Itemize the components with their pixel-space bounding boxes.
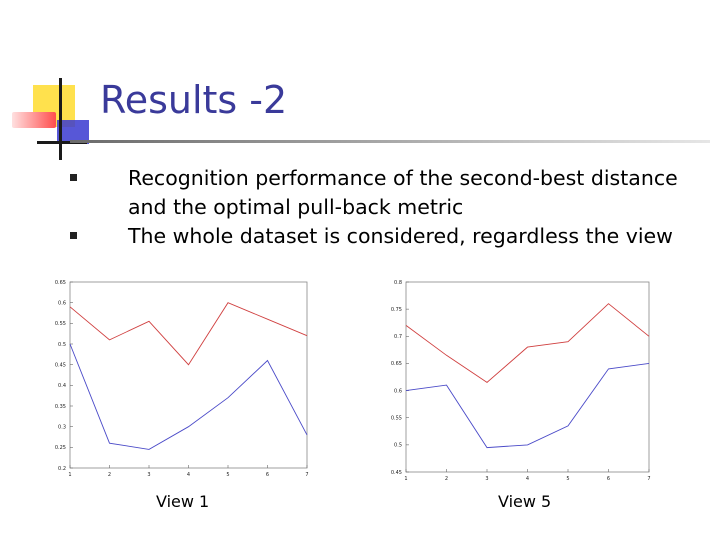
y-tick-label: 0.35 xyxy=(55,404,66,410)
title-underline xyxy=(70,140,710,143)
deco-horizontal-line xyxy=(37,141,87,144)
y-tick-label: 0.65 xyxy=(55,280,66,286)
y-tick-label: 0.7 xyxy=(394,334,402,340)
chart-caption-view-5: View 5 xyxy=(498,492,552,511)
x-tick-label: 4 xyxy=(187,472,190,478)
x-tick-label: 6 xyxy=(266,472,269,478)
x-tick-label: 1 xyxy=(404,476,407,482)
y-tick-label: 0.75 xyxy=(391,307,402,313)
y-tick-label: 0.6 xyxy=(394,388,402,394)
x-tick-label: 7 xyxy=(647,476,650,482)
bullet-text: Recognition performance of the second-be… xyxy=(128,166,678,219)
square-bullet-icon xyxy=(70,174,77,181)
x-tick-label: 2 xyxy=(445,476,448,482)
y-tick-label: 0.55 xyxy=(391,416,402,422)
y-tick-label: 0.2 xyxy=(58,466,66,472)
y-tick-label: 0.5 xyxy=(394,443,402,449)
series-line xyxy=(69,302,308,366)
y-tick-label: 0.55 xyxy=(55,321,66,327)
chart-view-1: 0.2 0.25 0.3 0.35 0.4 0.45 0.5 0.55 0.6 0.65 1 2 3 4 5… xyxy=(40,270,320,485)
deco-vertical-line xyxy=(59,78,62,160)
x-tick-label: 1 xyxy=(68,472,71,478)
y-tick-label: 0.45 xyxy=(391,470,402,476)
x-tick-label: 5 xyxy=(566,476,569,482)
series-line xyxy=(405,303,650,383)
line-chart-view-1: 0.2 0.25 0.3 0.35 0.4 0.45 0.5 0.55 0.6 0.65 1 2 3 4 5… xyxy=(55,280,309,478)
y-tick-label: 0.8 xyxy=(394,280,402,286)
series-line xyxy=(69,343,308,450)
bullet-item: The whole dataset is considered, regardl… xyxy=(70,222,710,251)
y-tick-label: 0.65 xyxy=(391,361,402,367)
y-tick-label: 0.3 xyxy=(58,424,66,430)
x-tick-label: 2 xyxy=(108,472,111,478)
series-line xyxy=(405,362,650,449)
x-tick-label: 3 xyxy=(485,476,488,482)
square-bullet-icon xyxy=(70,232,77,239)
plot-frame xyxy=(69,281,308,469)
y-tick-label: 0.25 xyxy=(55,445,66,451)
slide-title: Results -2 xyxy=(100,78,288,122)
plot-frame xyxy=(405,281,650,473)
y-tick-label: 0.5 xyxy=(58,342,66,348)
x-tick-label: 4 xyxy=(526,476,529,482)
y-tick-label: 0.45 xyxy=(55,362,66,368)
x-tick-label: 5 xyxy=(226,472,229,478)
chart-view-5: 0.45 0.5 0.55 0.6 0.65 0.7 0.75 0.8 1 2 3 4 5 6 7 xyxy=(370,270,660,485)
line-chart-view-5: 0.45 0.5 0.55 0.6 0.65 0.7 0.75 0.8 1 2 3 4 5 6 7 xyxy=(391,280,651,482)
bullet-item: Recognition performance of the second-be… xyxy=(70,164,710,222)
deco-red-bar xyxy=(12,112,56,128)
chart-caption-view-1: View 1 xyxy=(156,492,210,511)
y-tick-label: 0.4 xyxy=(58,383,66,389)
x-tick-label: 6 xyxy=(607,476,610,482)
bullet-text: The whole dataset is considered, regardl… xyxy=(128,224,673,248)
y-tick-label: 0.6 xyxy=(58,300,66,306)
bullet-list: Recognition performance of the second-be… xyxy=(70,164,710,251)
x-tick-label: 3 xyxy=(147,472,150,478)
x-tick-label: 7 xyxy=(305,472,308,478)
